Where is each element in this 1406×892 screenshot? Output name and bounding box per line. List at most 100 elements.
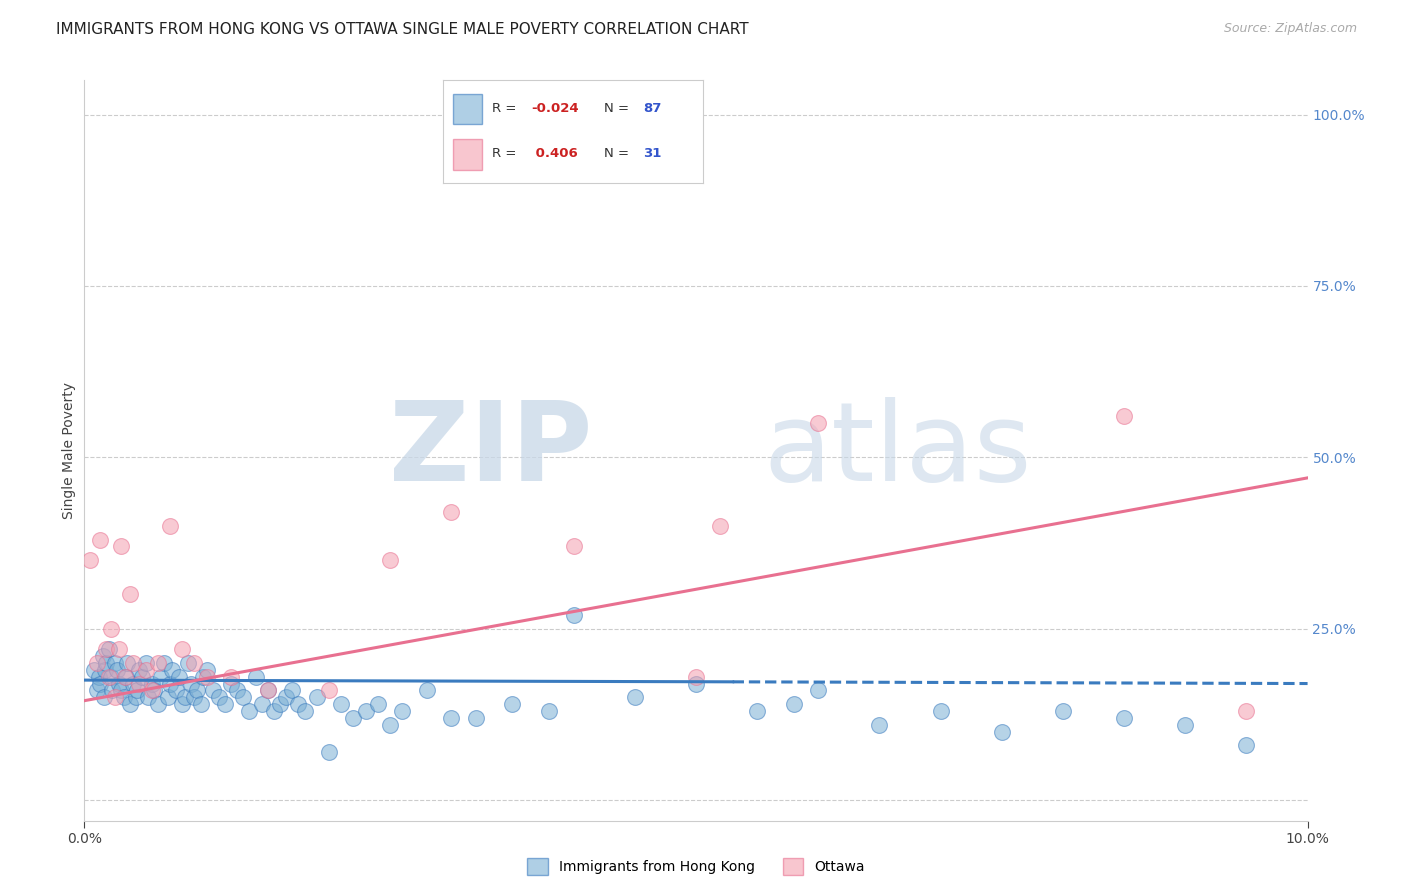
Point [104,690,127,705]
FancyBboxPatch shape [453,139,482,169]
Point [287,697,309,711]
Point [416,683,439,698]
Point [281,683,304,698]
Point [97,670,120,684]
Point [150,670,173,684]
Point [86,656,108,670]
Text: N =: N = [605,147,634,161]
Point [562,540,585,554]
Point [1174,717,1197,731]
Point [114,670,136,684]
Point [685,670,707,684]
Point [165,683,187,698]
Point [79,553,101,567]
Text: IMMIGRANTS FROM HONG KONG VS OTTAWA SINGLE MALE POVERTY CORRELATION CHART: IMMIGRANTS FROM HONG KONG VS OTTAWA SING… [56,22,749,37]
Point [94,663,117,677]
Point [105,663,128,677]
Point [709,519,731,533]
Point [318,683,340,698]
Point [89,676,111,690]
Point [219,670,242,684]
Point [118,587,141,601]
Point [156,690,179,705]
Point [89,533,111,547]
Legend: Immigrants from Hong Kong, Ottawa: Immigrants from Hong Kong, Ottawa [522,852,870,880]
Point [624,690,647,705]
Point [391,704,413,718]
Point [991,724,1014,739]
Point [269,697,291,711]
Point [146,697,169,711]
Point [685,676,707,690]
Point [173,690,195,705]
FancyBboxPatch shape [453,94,482,124]
Point [125,690,148,705]
Text: R =: R = [492,147,522,161]
Point [1114,409,1136,424]
Point [115,656,138,670]
Point [110,540,132,554]
Point [100,622,122,636]
Point [232,690,254,705]
Point [502,697,524,711]
Point [143,683,166,698]
Point [342,711,364,725]
Point [83,663,105,677]
Point [807,416,830,430]
Point [110,683,132,698]
Point [238,704,260,718]
Point [183,656,205,670]
Point [1236,704,1258,718]
Point [128,663,150,677]
Point [97,642,120,657]
Point [276,690,298,705]
Point [96,656,118,670]
Point [191,670,214,684]
Point [869,717,891,731]
Point [257,683,280,698]
Point [464,711,486,725]
Point [195,663,218,677]
Point [86,683,108,698]
Point [257,683,280,698]
Point [141,683,163,698]
Point [305,690,328,705]
Text: R =: R = [492,102,522,115]
Point [131,670,153,684]
Point [104,656,127,670]
Point [190,697,212,711]
Point [107,642,129,657]
Point [201,683,224,698]
Point [96,642,118,657]
Point [1114,711,1136,725]
Point [135,663,157,677]
Point [208,690,231,705]
Point [226,683,249,698]
Point [136,690,159,705]
Text: 87: 87 [643,102,662,115]
Point [214,697,236,711]
Point [115,670,138,684]
Text: atlas: atlas [763,397,1032,504]
Point [318,745,340,759]
Point [747,704,769,718]
Point [135,656,157,670]
Point [807,683,830,698]
Point [929,704,952,718]
Point [125,683,148,698]
Point [112,690,135,705]
Text: N =: N = [605,102,634,115]
Point [562,607,585,622]
Point [162,663,184,677]
Text: -0.024: -0.024 [531,102,579,115]
Point [172,642,194,657]
Point [177,656,200,670]
Point [195,670,218,684]
Point [219,676,242,690]
Point [159,519,181,533]
Point [146,656,169,670]
Point [91,649,114,664]
Point [440,711,463,725]
Point [330,697,353,711]
Point [122,676,145,690]
